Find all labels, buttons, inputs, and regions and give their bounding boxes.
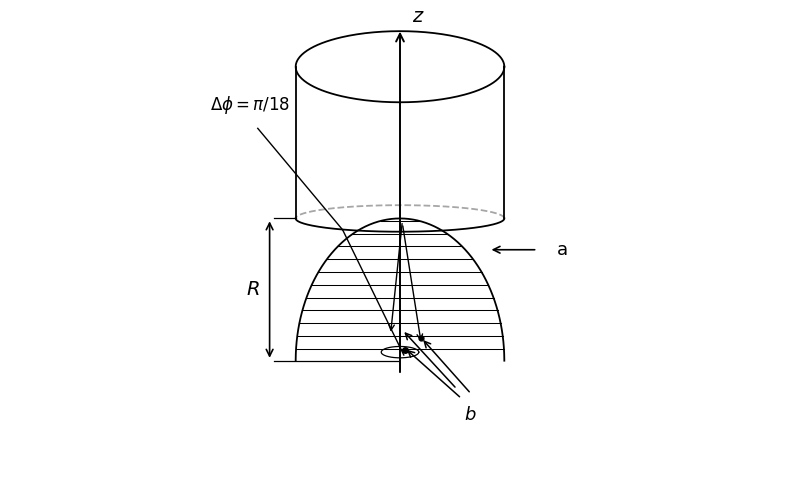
Text: a: a xyxy=(557,241,567,259)
Text: z: z xyxy=(412,7,422,27)
Text: b: b xyxy=(464,406,475,424)
Text: $\Delta\phi=\pi/18$: $\Delta\phi=\pi/18$ xyxy=(210,94,290,116)
Text: R: R xyxy=(246,280,260,299)
